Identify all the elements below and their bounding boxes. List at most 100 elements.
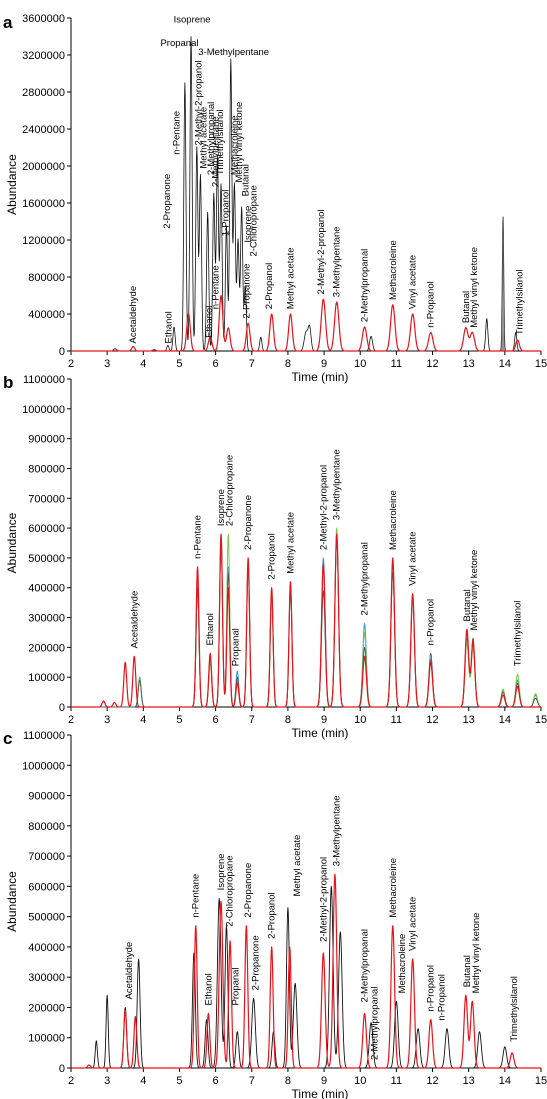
panel-a-y-tick-label: 0 [59,346,65,358]
panel-b-series-3-line [70,533,542,708]
panel-b-peak-label: Propanal [231,628,242,666]
panel-b-y-tick-label: 800000 [28,463,65,475]
panel-c-peak-label: Methyl vinyl ketone [471,913,482,994]
panel-a-peak-label: Methacroleine [229,115,240,175]
panel-a-peak-label: Trimethylsilanol [514,269,525,335]
panel-b-y-tick-label: 200000 [28,642,65,654]
panel-a-x-tick-label: 12 [426,358,438,370]
panel-a-peak-label: n-Propanol [426,281,437,327]
panel-b-peak-label: Methyl vinyl ketone [469,550,480,631]
panel-c-y-tick-label: 500000 [28,912,65,924]
panel-c-y-tick-label: 700000 [28,851,65,863]
panel-b-peak-label: n-Pentane [193,515,204,559]
panel-a-x-tick-label: 3 [104,358,110,370]
panel-a-peak-label: Ethanol [164,311,175,343]
panel-a-peak-label: Butanal [461,291,472,323]
panel-a-x-axis-title: Time (min) [292,370,349,384]
panel-a-y-tick-label: 1200000 [22,235,65,247]
panel-b-peak-label: Trimethylsilanol [513,601,524,667]
panel-c-y-tick-label: 300000 [28,972,65,984]
panel-b-x-tick-label: 12 [426,714,438,726]
panel-c-y-tick-label: 800000 [28,821,65,833]
panel-c-peak-label: Ethanol [203,973,214,1005]
panel-a-x-tick-label: 4 [140,358,146,370]
panel-b-x-tick-label: 2 [68,714,74,726]
panel-a-x-tick-label: 6 [213,358,219,370]
panel-b-peak-label: Butanal [462,589,473,621]
panel-c-peak-label: Acetaldehyde [124,942,135,1000]
panel-c-y-tick-label: 0 [59,1063,65,1075]
panel-b-x-tick-label: 5 [176,714,182,726]
panel-a-peak-label: Propanal [160,38,198,49]
panel-b-y-tick-label: 400000 [28,583,65,595]
panel-a-y-tick-label: 400000 [28,309,65,321]
panel-c-x-tick-label: 5 [176,1075,182,1087]
panel-c-peak-label: 2-Chloropropane [224,855,235,926]
panel-b-x-tick-label: 3 [104,714,110,726]
panel-b-x-tick-label: 14 [499,714,511,726]
panel-c-peak-label: 2-Propanol [267,892,278,938]
panel-a-y-tick-label: 3600000 [22,13,65,25]
panel-b-peak-label: Methacroleine [388,490,399,550]
panel-c-x-tick-label: 11 [391,1075,402,1087]
panel-c-peak-label: Propanal [231,967,242,1005]
panel-c-peak-label: 2-Methylpropanal [360,929,371,1002]
panel-a-x-tick-label: 14 [499,358,511,370]
panel-b-peak-label: Acetaldehyde [129,591,140,649]
panel-a-peak-label: Methyl vinyl ketone [469,247,480,328]
panel-b-peak-label: Vinyl acetate [408,531,419,585]
panel-b-x-tick-label: 4 [140,714,146,726]
panel-c-peak-label: 2-Propanone [243,863,254,918]
panel-b-y-tick-label: 600000 [28,523,65,535]
panel-a-peak-label: Vinyl acetate [408,255,419,309]
panel-b-peak-label: Methyl acetate [285,512,296,574]
panel-c-x-tick-label: 2 [68,1075,74,1087]
panel-c-x-tick-label: 14 [499,1075,511,1087]
panel-a-y-tick-label: 2000000 [22,161,65,173]
panel-b-y-tick-label: 100000 [28,672,65,684]
panel-c-peak-label: Methacroleine [397,934,408,994]
panel-c-y-tick-label: 600000 [28,881,65,893]
panel-a-peak-label: Methacroleine [388,240,399,300]
panel-c-peak-label: 2-Propanone [250,935,261,990]
panel-c-peak-label: 2-Methyl-2-propanol [318,857,329,942]
panel-c-y-tick-label: 1000000 [22,760,65,772]
panel-c-x-tick-label: 13 [463,1075,475,1087]
panel-a-peak-label: Isoprene [243,206,254,243]
panel-c-peak-label: Methyl acetate [292,835,303,897]
panel-c-y-tick-label: 1100000 [23,730,65,742]
panel-b-x-tick-label: 8 [285,714,291,726]
panel-a-peak-label: 1-Propanol [221,190,232,236]
panel-a-peak-label: n-Pentane [172,111,183,155]
panel-a-peak-label: Methyl vinyl ketone [234,102,245,183]
panel-c-x-tick-label: 12 [426,1075,438,1087]
panel-c-x-tick-label: 10 [354,1075,366,1087]
panel-b-y-tick-label: 1100000 [23,374,65,386]
panel-b-x-tick-label: 7 [249,714,255,726]
panel-c-x-tick-label: 7 [249,1075,255,1087]
panel-a-peak-label: 2-Propanol [264,263,275,309]
panel-a-peak-label: Butanal [240,164,251,196]
panel-a-peak-label: 2-Propanone [162,174,173,229]
panel-a-x-tick-label: 15 [535,358,547,370]
panel-a-peak-label: 2-Methylpropanal [360,249,371,322]
panel-c-x-axis-title: Time (min) [292,1087,349,1099]
panel-a-peak-label: 2-Chloropropane [249,185,260,256]
panel-a-y-axis-title: Abundance [5,154,19,215]
panel-a-y-tick-label: 800000 [28,272,65,284]
panel-b-letter: b [3,373,13,392]
panel-b-y-tick-label: 500000 [28,553,65,565]
panel-b-peak-label: 2-Chloropropane [224,455,235,526]
panel-b-peak-label: 2-Methylpropanal [360,542,371,615]
panel-b-y-tick-label: 700000 [28,493,65,505]
panel-b-y-tick-label: 0 [59,702,65,714]
panel-a-x-tick-label: 5 [176,358,182,370]
panel-c-x-tick-label: 6 [213,1075,219,1087]
panel-a-y-tick-label: 2800000 [22,87,65,99]
panel-a-x-tick-label: 2 [68,358,74,370]
panel-b-x-tick-label: 15 [535,714,547,726]
panel-a-peak-label: 2-Methyl-2-propanol [193,60,204,145]
panel-b-y-tick-label: 300000 [28,613,65,625]
panel-c-y-tick-label: 100000 [28,1033,65,1045]
